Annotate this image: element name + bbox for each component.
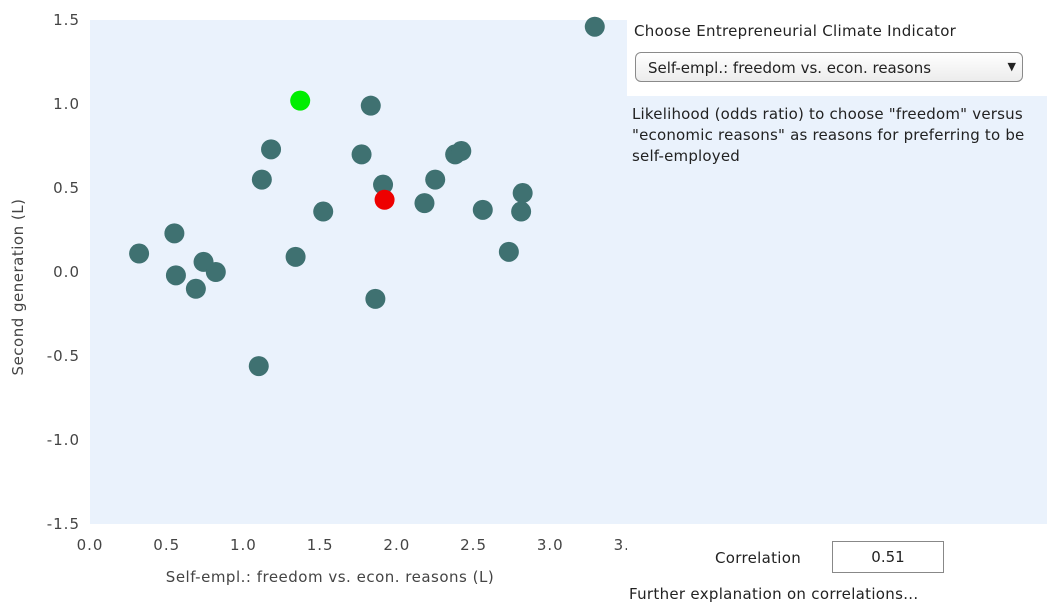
data-point[interactable] [261,139,282,160]
x-tick-label: 1.0 [230,536,257,554]
x-tick-label: 3.5 [614,536,627,554]
scatter-chart: 1.5 1.0 0.5 0.0 -0.5 -1.0 -1.5 0.0 0.5 1.0 1.5 2.0… [9,11,627,586]
indicator-description: Likelihood (odds ratio) to choose "freed… [632,105,1025,165]
x-tick-label: 1.5 [307,536,334,554]
indicator-panel: Choose Entrepreneurial Climate Indicator… [627,16,1047,603]
data-point[interactable] [373,174,394,195]
data-points [129,16,605,377]
y-axis-ticks: 1.5 1.0 0.5 0.0 -0.5 -1.0 -1.5 [47,11,80,533]
y-tick-label: 0.0 [53,263,80,281]
x-axis-title: Self-empl.: freedom vs. econ. reasons (L… [166,568,494,586]
description-box: Likelihood (odds ratio) to choose "freed… [627,96,1047,603]
indicator-label: Choose Entrepreneurial Climate Indicator [634,22,957,40]
data-point[interactable] [472,199,493,220]
data-point[interactable] [248,356,269,377]
y-tick-label: 1.0 [53,95,80,113]
correlation-value-field[interactable]: 0.51 [832,541,944,573]
chevron-down-icon: ▼ [1007,60,1016,73]
x-tick-label: 2.0 [383,536,410,554]
correlation-label: Correlation [715,549,802,567]
data-point[interactable] [313,201,334,222]
x-tick-label: 2.5 [460,536,487,554]
highlighted-data-point[interactable] [374,189,395,210]
y-axis-title: Second generation (L) [9,199,27,376]
x-axis-ticks: 0.0 0.5 1.0 1.5 2.0 2.5 3.0 3.5 [77,536,627,554]
x-tick-label: 0.0 [77,536,104,554]
y-tick-label: -1.5 [47,515,80,533]
data-point[interactable] [425,169,446,190]
data-point[interactable] [512,183,533,204]
highlighted-data-point[interactable] [290,90,311,111]
data-point[interactable] [251,169,272,190]
data-point[interactable] [414,193,435,214]
data-point[interactable] [285,246,306,267]
indicator-dropdown-value: Self-empl.: freedom vs. econ. reasons [648,59,932,77]
data-point[interactable] [185,278,206,299]
data-point[interactable] [365,288,386,309]
data-point[interactable] [164,223,185,244]
y-tick-label: 0.5 [53,179,80,197]
y-tick-label: 1.5 [53,11,80,29]
data-point[interactable] [165,265,186,286]
data-point[interactable] [498,241,519,262]
data-point[interactable] [351,144,372,165]
data-point[interactable] [584,16,605,37]
y-tick-label: -1.0 [47,431,80,449]
correlation-explanation-link[interactable]: Further explanation on correlations... [629,585,919,603]
y-tick-label: -0.5 [47,347,80,365]
data-point[interactable] [360,95,381,116]
data-point[interactable] [451,141,472,162]
data-point[interactable] [205,262,226,282]
indicator-dropdown[interactable]: Self-empl.: freedom vs. econ. reasons ▼ [635,52,1023,82]
data-point[interactable] [511,201,532,222]
x-tick-label: 0.5 [153,536,180,554]
x-tick-label: 3.0 [537,536,564,554]
data-point[interactable] [129,243,150,264]
